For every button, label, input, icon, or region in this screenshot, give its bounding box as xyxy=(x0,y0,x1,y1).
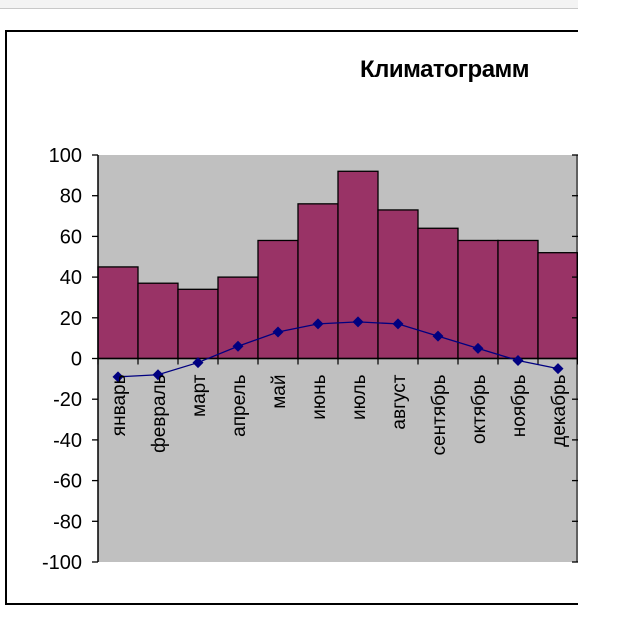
category-label: сентябрь xyxy=(429,374,450,455)
category-label: июль xyxy=(349,374,370,420)
bar-10 xyxy=(457,239,499,360)
temperature-point-9 xyxy=(432,330,444,342)
temperature-point-10 xyxy=(472,342,484,354)
temperature-point-4 xyxy=(232,340,244,352)
crop-edge xyxy=(578,0,630,626)
temperature-line xyxy=(117,321,559,378)
category-label: август xyxy=(389,374,410,429)
y-tick-label: -20 xyxy=(53,389,82,411)
y-tick-label: 0 xyxy=(71,349,82,371)
bar-12 xyxy=(537,252,579,360)
temperature-point-12 xyxy=(552,363,564,375)
temperature-point-7 xyxy=(352,316,364,328)
y-tick-label: -40 xyxy=(53,430,82,452)
temperature-point-2 xyxy=(152,369,164,381)
category-label: март xyxy=(189,374,210,417)
y-tick-label: -100 xyxy=(42,552,82,574)
temperature-point-6 xyxy=(312,318,324,330)
category-label: октябрь xyxy=(469,374,490,444)
temperature-point-1 xyxy=(112,371,124,383)
window-top-strip xyxy=(0,0,630,9)
category-label: апрель xyxy=(229,374,250,436)
category-label: июнь xyxy=(309,374,330,419)
bar-3 xyxy=(177,288,219,360)
temperature-point-8 xyxy=(392,318,404,330)
y-tick-label: 80 xyxy=(60,186,82,208)
category-label: май xyxy=(269,375,290,409)
category-label: февраль xyxy=(149,374,170,453)
y-tick-label: -60 xyxy=(53,471,82,493)
category-label: декабрь xyxy=(549,374,570,446)
chart-title: Климатограмм xyxy=(360,56,530,83)
y-tick-label: 40 xyxy=(60,267,82,289)
bar-7 xyxy=(337,170,379,360)
bar-2 xyxy=(137,282,179,360)
y-tick-label: -80 xyxy=(53,511,82,533)
temperature-point-3 xyxy=(192,357,204,369)
bar-11 xyxy=(497,239,539,360)
category-label: ноябрь xyxy=(509,374,530,437)
bar-6 xyxy=(297,203,339,360)
bar-8 xyxy=(377,209,419,360)
temperature-point-5 xyxy=(272,326,284,338)
bar-1 xyxy=(97,266,139,360)
y-tick-label: 20 xyxy=(60,308,82,330)
category-label: январь xyxy=(109,374,130,436)
y-tick-label: 100 xyxy=(49,145,82,167)
y-tick-label: 60 xyxy=(60,226,82,248)
temperature-point-11 xyxy=(512,355,524,367)
bar-5 xyxy=(257,239,299,360)
